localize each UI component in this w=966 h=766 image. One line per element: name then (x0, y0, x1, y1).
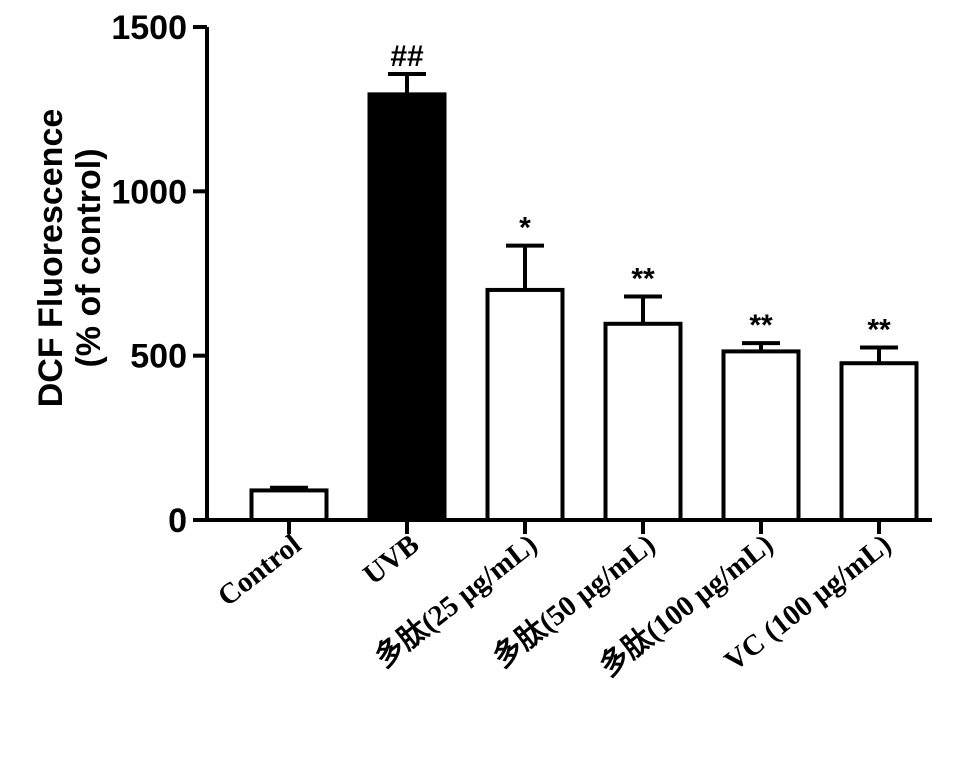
significance-label: ** (749, 309, 773, 342)
x-ticks: ControlUVB多肽(25 μg/mL)多肽(50 μg/mL)多肽(100… (212, 520, 897, 683)
bar (724, 351, 799, 520)
significance-label: ** (631, 263, 655, 296)
significance-label: * (519, 212, 531, 245)
y-axis-label-line1: DCF Fluorescence (32, 109, 70, 408)
y-tick-label: 0 (168, 502, 187, 540)
bar (842, 363, 917, 520)
x-tick-label: Control (212, 528, 307, 612)
x-tick-label: UVB (357, 528, 425, 591)
significance-label: ** (867, 313, 891, 346)
bar (252, 490, 327, 520)
bars: ##******* (252, 40, 917, 520)
y-tick-label: 1000 (111, 173, 187, 211)
y-tick-label: 500 (130, 338, 187, 376)
bar (370, 94, 445, 520)
bar (606, 324, 681, 520)
y-ticks: 0 500 1000 1500 (111, 9, 207, 540)
y-tick-label: 1500 (111, 9, 187, 47)
bar (488, 290, 563, 520)
significance-label: ## (390, 40, 424, 73)
y-axis-label-line2: (% of control) (70, 148, 108, 367)
